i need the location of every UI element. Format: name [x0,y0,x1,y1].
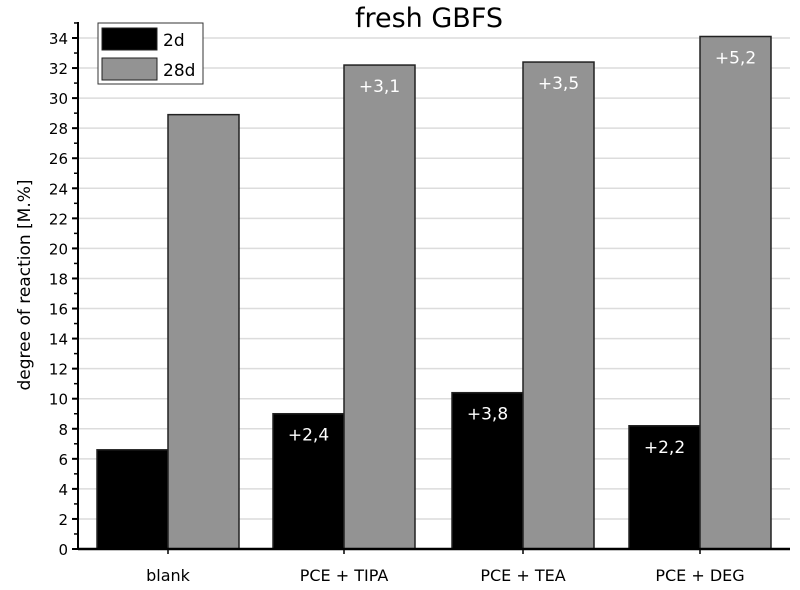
legend: 2d 28d [97,22,204,85]
data-label: +3,5 [538,74,579,94]
data-label: +2,4 [288,426,329,446]
y-tick-label: 8 [58,421,68,439]
data-label: +3,8 [467,405,508,425]
y-tick-label: 14 [49,331,68,349]
data-label: +3,1 [359,77,400,97]
bar-28d-pce-deg [699,35,772,550]
bar-2d-pce-deg [628,425,701,550]
legend-label-2d: 2d [163,31,185,51]
y-tick-label: 10 [49,391,68,409]
y-tick-label: 24 [49,180,68,198]
y-tick-label: 0 [58,541,68,559]
y-tick-label: 20 [49,240,68,258]
y-tick-label: 32 [49,60,68,78]
bar-28d-pce-tea [522,61,595,550]
legend-swatch-28d [101,57,158,81]
x-tick-label: blank [146,566,191,585]
bar-2d-pce-tea [451,391,524,550]
y-tick-label: 2 [58,511,68,529]
x-tick-label: PCE + TEA [480,566,565,585]
y-tick-label: 18 [49,270,68,288]
bar-2d-blank [96,449,169,550]
y-tick-label: 22 [49,210,68,228]
y-tick-label: 6 [58,451,68,469]
chart-title: fresh GBFS [355,3,503,34]
x-tick-label: PCE + DEG [655,566,744,585]
y-tick-label: 34 [49,30,68,48]
data-label: +2,2 [644,438,685,458]
bar-28d-blank [167,113,240,550]
y-axis-label: degree of reaction [M.%] [15,179,35,390]
y-tick-label: 26 [49,150,68,168]
legend-label-28d: 28d [163,61,195,81]
y-tick-label: 12 [49,361,68,379]
y-tick-label: 30 [49,90,68,108]
x-tick-label: PCE + TIPA [300,566,389,585]
bar-2d-pce-tipa [272,412,345,550]
bar-28d-pce-tipa [343,64,416,550]
data-label: +5,2 [715,48,756,68]
y-tick-label: 4 [58,481,68,499]
legend-swatch-2d [101,27,158,51]
y-tick-label: 28 [49,120,68,138]
y-tick-label: 16 [49,301,68,319]
